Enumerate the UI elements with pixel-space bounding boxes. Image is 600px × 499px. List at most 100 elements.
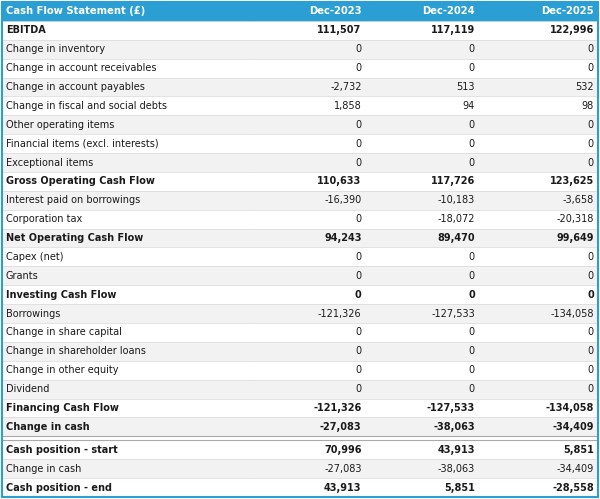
Text: -127,533: -127,533 [431, 308, 475, 318]
Bar [2, 21, 253, 40]
Text: 0: 0 [588, 365, 594, 375]
Bar [2, 285, 253, 304]
Text: 0: 0 [588, 120, 594, 130]
Bar [479, 459, 598, 478]
Text: 0: 0 [469, 384, 475, 394]
Bar [479, 21, 598, 40]
Bar [253, 323, 365, 342]
Bar [253, 304, 365, 323]
Text: 117,726: 117,726 [431, 177, 475, 187]
Text: 122,996: 122,996 [550, 25, 594, 35]
Bar [253, 21, 365, 40]
Bar [479, 191, 598, 210]
Bar [365, 248, 479, 266]
Bar [253, 115, 365, 134]
Bar [365, 304, 479, 323]
Bar [2, 153, 253, 172]
Text: 89,470: 89,470 [437, 233, 475, 243]
Bar [365, 77, 479, 96]
Bar [479, 266, 598, 285]
Text: 94,243: 94,243 [324, 233, 362, 243]
Bar [2, 40, 253, 59]
Bar [2, 380, 253, 399]
Bar [365, 285, 479, 304]
Text: 117,119: 117,119 [431, 25, 475, 35]
Bar [2, 323, 253, 342]
Text: 0: 0 [469, 327, 475, 337]
Bar [2, 172, 253, 191]
Text: 0: 0 [355, 346, 362, 356]
Bar [479, 440, 598, 459]
Bar [253, 172, 365, 191]
Bar [2, 418, 253, 436]
Bar [2, 399, 253, 418]
Text: 0: 0 [355, 271, 362, 281]
Bar [253, 266, 365, 285]
Bar [479, 210, 598, 229]
Text: -34,409: -34,409 [557, 464, 594, 474]
Bar [479, 115, 598, 134]
Text: Financing Cash Flow: Financing Cash Flow [6, 403, 119, 413]
Bar [2, 210, 253, 229]
Text: 0: 0 [355, 139, 362, 149]
Bar [253, 361, 365, 380]
Text: 0: 0 [469, 346, 475, 356]
Text: 0: 0 [355, 120, 362, 130]
Text: Financial items (excl. interests): Financial items (excl. interests) [6, 139, 158, 149]
Bar [365, 418, 479, 436]
Bar [365, 40, 479, 59]
Bar [479, 96, 598, 115]
Text: 0: 0 [469, 365, 475, 375]
Text: 0: 0 [469, 158, 475, 168]
Bar [2, 59, 253, 77]
Bar [365, 459, 479, 478]
Bar [365, 172, 479, 191]
Text: EBITDA: EBITDA [6, 25, 46, 35]
Text: 123,625: 123,625 [550, 177, 594, 187]
Bar [2, 304, 253, 323]
Bar [365, 361, 479, 380]
Bar [2, 115, 253, 134]
Bar [479, 134, 598, 153]
Text: 0: 0 [355, 158, 362, 168]
Bar [365, 323, 479, 342]
Bar [365, 59, 479, 77]
Text: 0: 0 [588, 384, 594, 394]
Text: 0: 0 [355, 365, 362, 375]
Bar [2, 248, 253, 266]
Bar [2, 2, 253, 21]
Bar [2, 342, 253, 361]
Text: Dividend: Dividend [6, 384, 49, 394]
Text: 0: 0 [355, 252, 362, 262]
Bar [253, 248, 365, 266]
Text: -20,318: -20,318 [557, 214, 594, 224]
Text: Change in account payables: Change in account payables [6, 82, 145, 92]
Text: Gross Operating Cash Flow: Gross Operating Cash Flow [6, 177, 155, 187]
Text: Cash position - end: Cash position - end [6, 483, 112, 493]
Text: 0: 0 [469, 252, 475, 262]
Text: -38,063: -38,063 [433, 422, 475, 432]
Bar [365, 440, 479, 459]
Text: 0: 0 [588, 346, 594, 356]
Text: Corporation tax: Corporation tax [6, 214, 82, 224]
Text: 43,913: 43,913 [324, 483, 362, 493]
Bar [253, 153, 365, 172]
Bar [479, 361, 598, 380]
Text: 0: 0 [469, 120, 475, 130]
Bar [365, 342, 479, 361]
Text: 532: 532 [575, 82, 594, 92]
Text: 0: 0 [588, 63, 594, 73]
Text: 70,996: 70,996 [324, 445, 362, 455]
Text: 0: 0 [355, 327, 362, 337]
Text: 0: 0 [469, 63, 475, 73]
Bar [479, 172, 598, 191]
Text: 0: 0 [468, 290, 475, 300]
Text: Dec-2024: Dec-2024 [422, 6, 475, 16]
Text: 94: 94 [463, 101, 475, 111]
Bar [479, 248, 598, 266]
Bar [253, 191, 365, 210]
Text: 0: 0 [355, 63, 362, 73]
Bar [365, 210, 479, 229]
Bar [253, 399, 365, 418]
Bar [253, 342, 365, 361]
